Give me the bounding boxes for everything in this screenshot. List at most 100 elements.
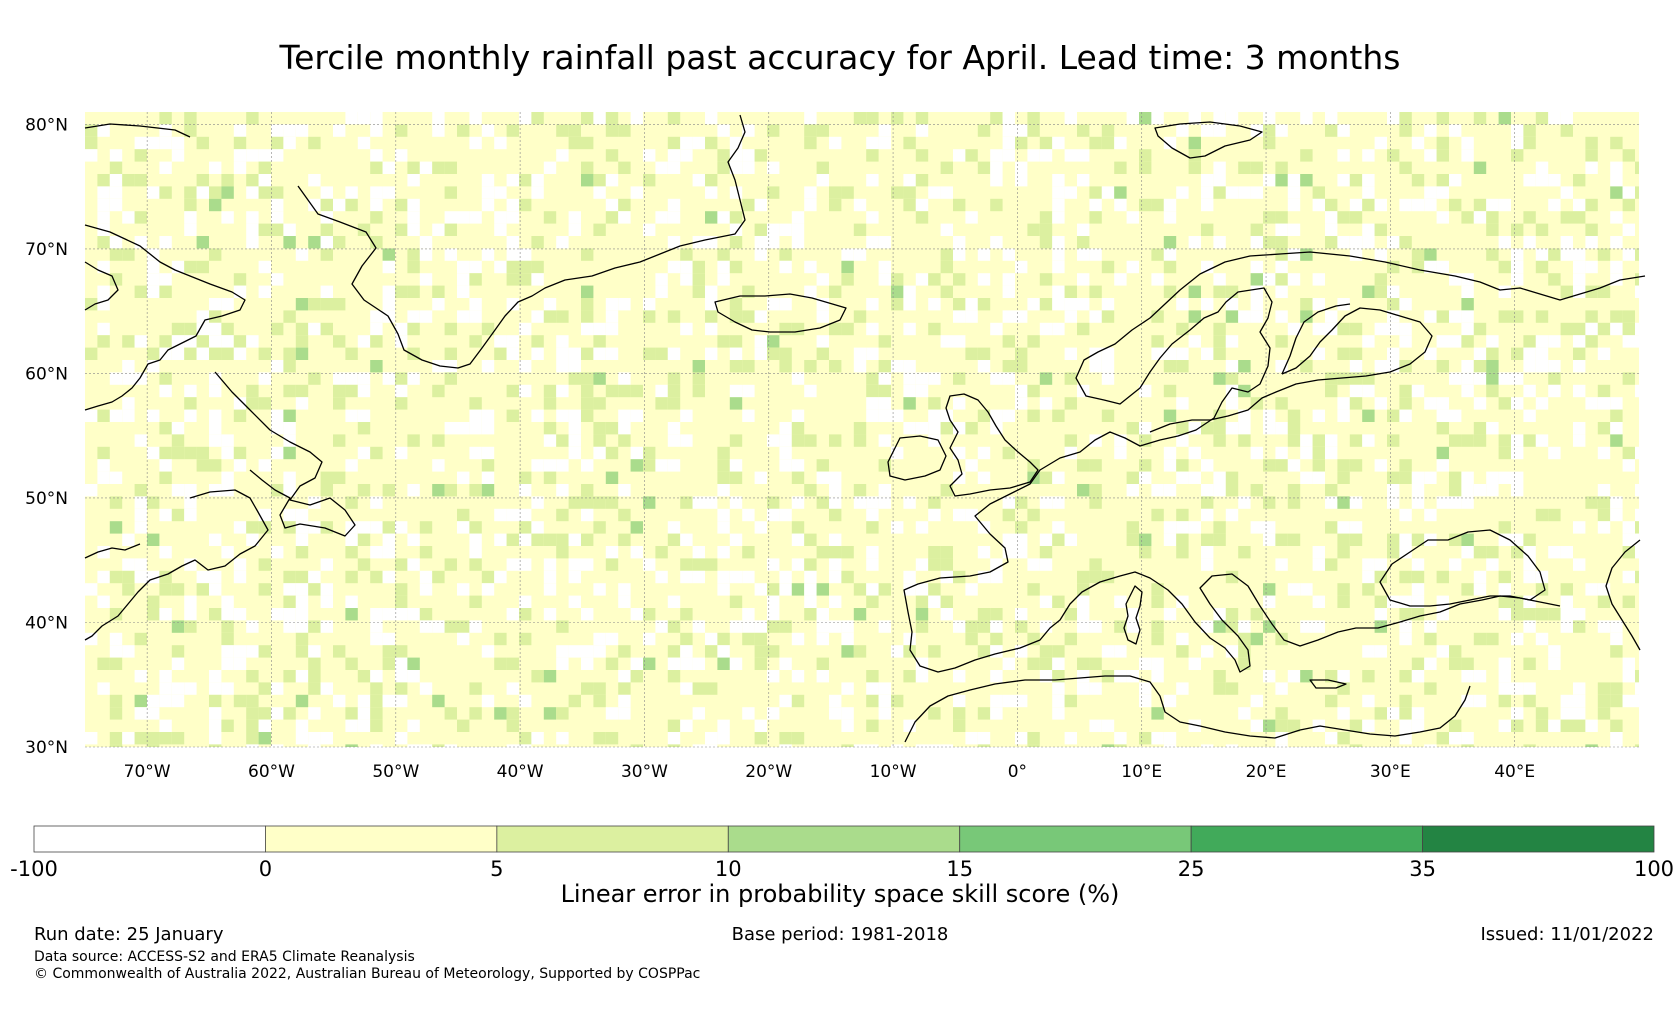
grid-cell [419, 620, 433, 633]
grid-cell [1176, 186, 1189, 199]
grid-cell [742, 707, 755, 720]
grid-cell [903, 632, 916, 646]
grid-cell [1486, 422, 1499, 435]
grid-cell [1176, 347, 1189, 360]
grid-cell [581, 533, 594, 546]
grid-cell [1399, 595, 1412, 608]
grid-cell [320, 620, 333, 633]
grid-cell [1411, 657, 1425, 670]
grid-cell [109, 198, 123, 212]
grid-cell [171, 645, 185, 658]
grid-cell [1002, 112, 1015, 125]
grid-cell [581, 298, 594, 311]
grid-cell [1387, 409, 1400, 422]
grid-cell [444, 484, 457, 497]
grid-cell [1250, 608, 1263, 621]
grid-cell [692, 360, 705, 373]
grid-cell [940, 744, 953, 747]
grid-cell [1337, 149, 1350, 162]
grid-cell [1362, 719, 1375, 732]
grid-cell [419, 570, 433, 584]
grid-cell [283, 422, 296, 435]
grid-cell [1201, 533, 1214, 546]
grid-cell [717, 570, 730, 584]
grid-cell [1325, 211, 1338, 224]
grid-cell [519, 632, 532, 646]
grid-cell [729, 384, 743, 398]
grid-cell [1188, 719, 1201, 732]
grid-cell [469, 136, 482, 150]
grid-cell [1573, 211, 1586, 224]
grid-cell [320, 298, 333, 311]
grid-cell [1089, 434, 1102, 447]
grid-cell [1535, 248, 1549, 261]
grid-cell [233, 694, 247, 708]
grid-cell [295, 248, 309, 261]
grid-cell [928, 508, 941, 522]
grid-cell [1449, 471, 1462, 484]
grid-cell [221, 546, 234, 559]
grid-cell [605, 384, 619, 398]
grid-cell [605, 124, 619, 137]
grid-cell [1436, 459, 1449, 472]
grid-cell [1213, 471, 1226, 484]
grid-cell [605, 707, 619, 720]
grid-cell [1077, 149, 1090, 162]
grid-cell [1015, 397, 1028, 410]
grid-cell [1362, 645, 1375, 658]
grid-cell [1039, 471, 1053, 484]
grid-cell [345, 570, 358, 584]
grid-cell [556, 546, 569, 559]
grid-cell [543, 608, 557, 621]
grid-cell [1263, 459, 1276, 472]
grid-cell [1560, 583, 1573, 596]
grid-cell [134, 149, 147, 162]
grid-cell [134, 211, 147, 224]
grid-cell [1436, 422, 1449, 435]
grid-cell [977, 248, 991, 261]
grid-cell [1052, 645, 1065, 658]
grid-cell [593, 583, 606, 596]
grid-cell [940, 248, 953, 261]
grid-cell [853, 360, 867, 373]
grid-cell [1287, 174, 1301, 187]
grid-cell [940, 595, 953, 608]
grid-cell [171, 620, 185, 633]
grid-cell [692, 236, 705, 249]
coastline-caspian [1605, 539, 1641, 651]
grid-cell [692, 620, 705, 633]
grid-cell [1473, 570, 1487, 584]
grid-cell [134, 570, 147, 584]
grid-cell [1411, 719, 1425, 732]
grid-cell [1213, 484, 1226, 497]
grid-cell [717, 273, 730, 286]
grid-cell [1250, 694, 1263, 708]
grid-cell [134, 174, 147, 187]
grid-cell [791, 583, 805, 596]
grid-cell [295, 620, 309, 633]
grid-cell [1585, 744, 1598, 747]
grid-cell [717, 657, 730, 670]
grid-cell [667, 732, 681, 745]
grid-cell [878, 620, 891, 633]
grid-cell [295, 595, 309, 608]
grid-cell [457, 260, 470, 274]
grid-cell [816, 620, 829, 633]
grid-cell [816, 608, 829, 621]
grid-cell [990, 174, 1003, 187]
grid-cell [184, 508, 197, 522]
grid-cell [779, 422, 792, 435]
grid-cell [221, 174, 234, 187]
grid-cell [506, 657, 519, 670]
grid-cell [1573, 384, 1586, 398]
grid-cell [159, 508, 172, 522]
grid-cell [196, 570, 209, 584]
grid-cell [1015, 360, 1028, 373]
coastlines [84, 114, 1646, 743]
grid-cell [97, 335, 110, 348]
grid-cell [903, 322, 916, 336]
grid-cell [1213, 372, 1226, 385]
grid-cell [159, 384, 172, 398]
grid-cell [271, 707, 284, 720]
grid-cell [767, 298, 780, 311]
